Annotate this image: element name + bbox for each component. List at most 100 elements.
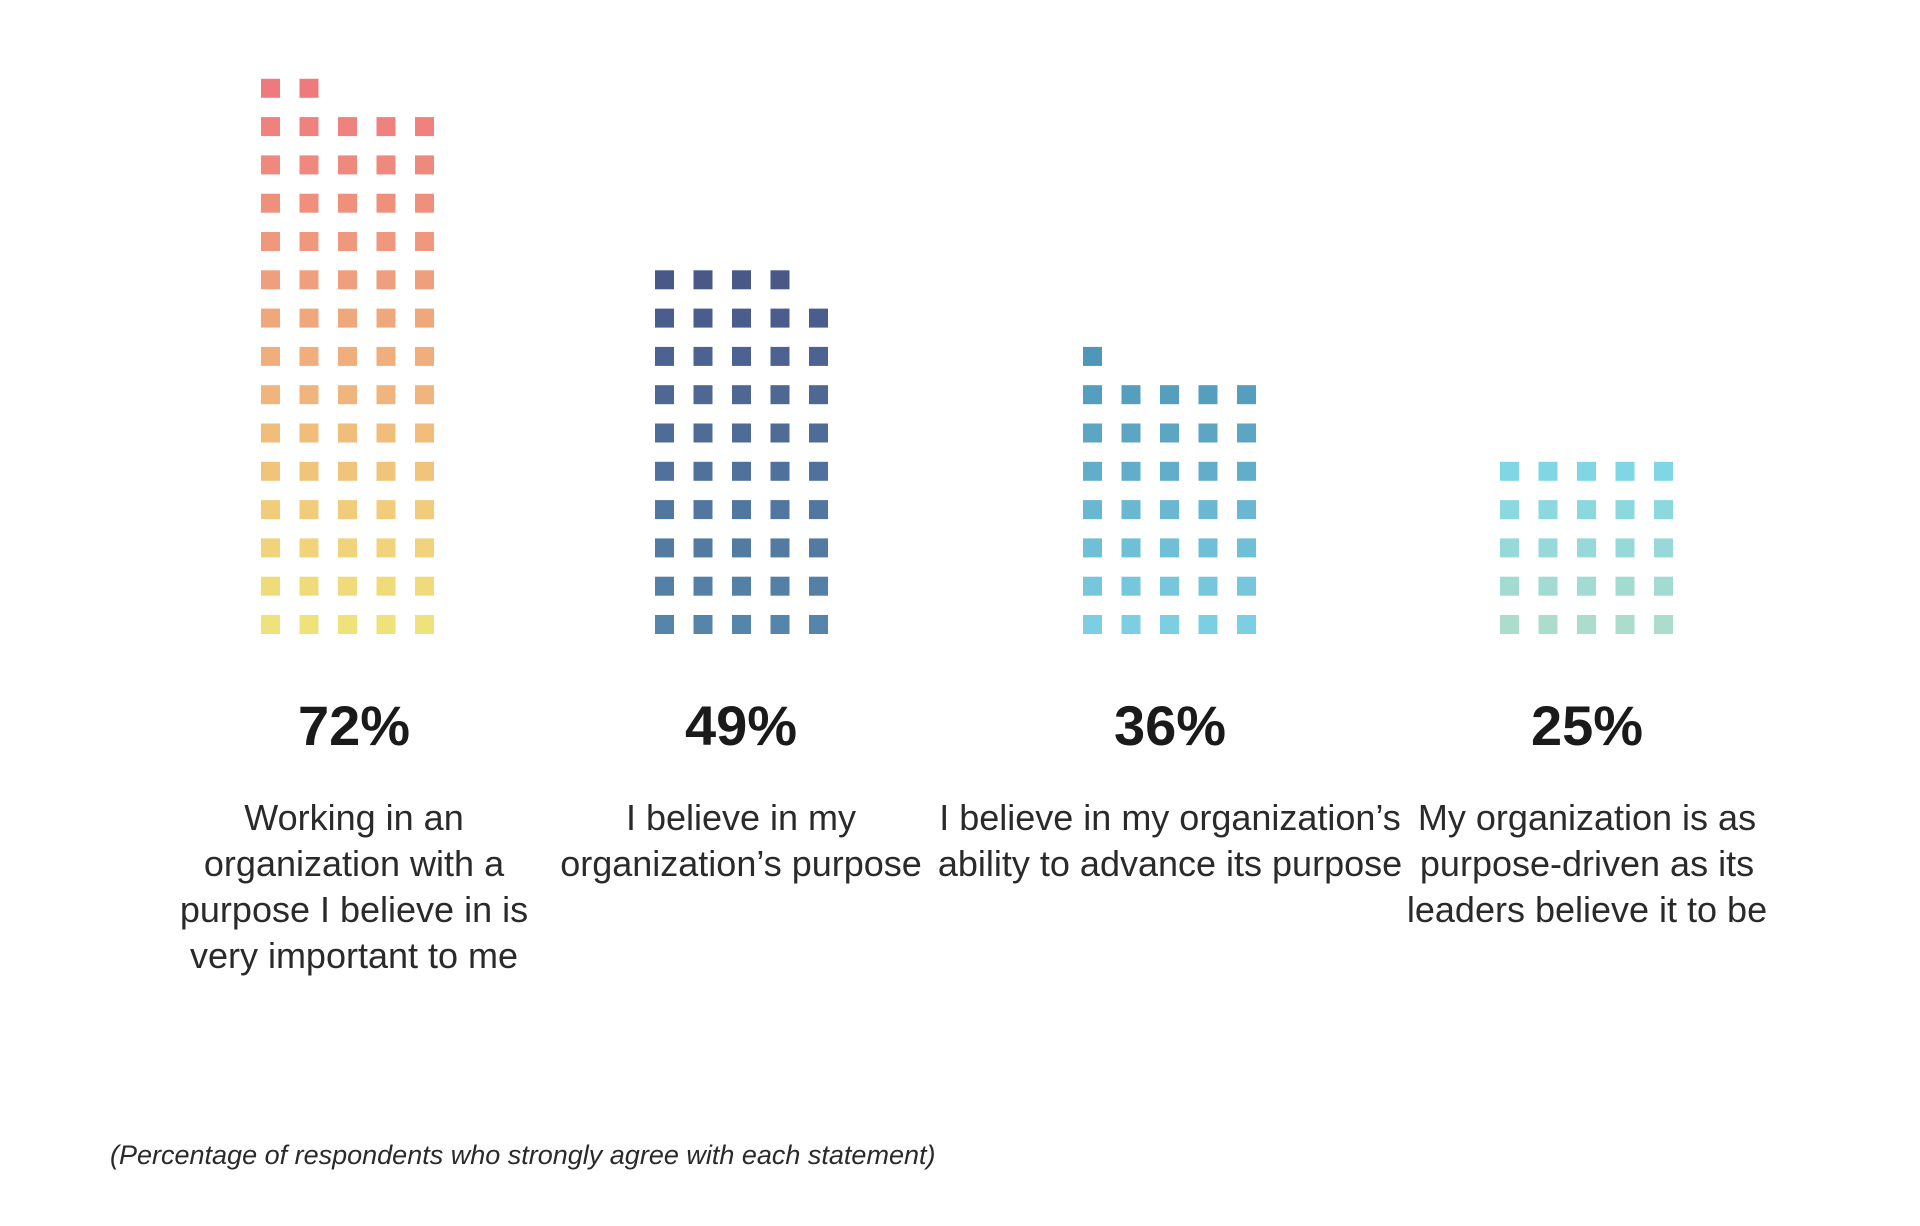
pictogram-square	[1160, 423, 1179, 443]
pictogram-square	[732, 461, 751, 481]
pictogram-square	[338, 308, 357, 328]
pictogram-square	[770, 538, 790, 558]
pictogram-square	[299, 461, 319, 481]
pictogram-square	[770, 346, 790, 366]
pictogram-square	[1654, 615, 1673, 634]
pictogram-square	[1198, 538, 1218, 558]
pictogram-square	[770, 270, 790, 290]
pictogram-square	[1160, 385, 1179, 405]
pictogram-square	[376, 538, 396, 558]
category-label-1-line-4: very important to me	[190, 935, 518, 976]
pictogram-square	[1121, 615, 1141, 634]
pictogram-square	[299, 270, 319, 290]
pictogram-square	[1198, 576, 1218, 596]
pictogram-square	[415, 615, 434, 634]
pictogram-square	[1500, 500, 1519, 520]
pictogram-group-3	[1083, 346, 1256, 634]
pictogram-square	[655, 346, 674, 366]
value-label-2: 49%	[685, 694, 797, 757]
pictogram-square	[1160, 576, 1179, 596]
pictogram-square	[299, 500, 319, 520]
pictogram-square	[1654, 576, 1673, 596]
pictogram-square	[338, 117, 357, 137]
pictogram-square	[1160, 615, 1179, 634]
pictogram-square	[1538, 461, 1558, 481]
pictogram-square	[1538, 500, 1558, 520]
pictogram-square	[655, 576, 674, 596]
pictogram-group-2	[655, 270, 828, 634]
pictogram-square	[261, 385, 280, 405]
pictogram-square	[1577, 576, 1596, 596]
pictogram-square	[376, 117, 396, 137]
pictogram-square	[299, 538, 319, 558]
pictogram-square	[809, 500, 828, 520]
pictogram-square	[693, 385, 713, 405]
pictogram-square	[693, 461, 713, 481]
pictogram-square	[1237, 423, 1256, 443]
pictogram-square	[1500, 538, 1519, 558]
pictogram-square	[732, 500, 751, 520]
pictogram-square	[299, 385, 319, 405]
pictogram-square	[809, 538, 828, 558]
pictogram-square	[1198, 385, 1218, 405]
pictogram-square	[809, 423, 828, 443]
pictogram-square	[261, 117, 280, 137]
category-label-2-line-2: organization’s purpose	[560, 843, 922, 884]
pictogram-square	[693, 270, 713, 290]
pictogram-square	[261, 193, 280, 213]
pictogram-square	[809, 615, 828, 634]
pictogram-square	[809, 308, 828, 328]
pictogram-square	[655, 538, 674, 558]
pictogram-square	[1500, 576, 1519, 596]
pictogram-square	[415, 423, 434, 443]
pictogram-square	[655, 385, 674, 405]
pictogram-square	[1121, 576, 1141, 596]
pictogram-square	[1500, 615, 1519, 634]
pictogram-square	[299, 117, 319, 137]
pictogram-square	[261, 461, 280, 481]
pictogram-square	[693, 538, 713, 558]
pictogram-squares	[261, 78, 1673, 634]
pictogram-square	[415, 308, 434, 328]
pictogram-square	[809, 576, 828, 596]
pictogram-square	[655, 270, 674, 290]
pictogram-square	[338, 385, 357, 405]
pictogram-square	[376, 423, 396, 443]
pictogram-square	[338, 155, 357, 175]
pictogram-square	[770, 308, 790, 328]
pictogram-square	[1083, 346, 1102, 366]
pictogram-square	[376, 232, 396, 251]
pictogram-square	[732, 538, 751, 558]
pictogram-square	[376, 461, 396, 481]
category-label-4-line-3: leaders believe it to be	[1407, 889, 1767, 930]
pictogram-square	[338, 346, 357, 366]
pictogram-square	[770, 500, 790, 520]
category-label-1-line-2: organization with a	[204, 843, 505, 884]
footnote: (Percentage of respondents who strongly …	[110, 1140, 935, 1170]
pictogram-square	[1198, 461, 1218, 481]
pictogram-square	[732, 270, 751, 290]
pictogram-square	[415, 155, 434, 175]
pictogram-square	[1615, 576, 1635, 596]
pictogram-square	[376, 576, 396, 596]
pictogram-square	[1538, 615, 1558, 634]
pictogram-square	[1237, 385, 1256, 405]
pictogram-square	[1615, 500, 1635, 520]
pictogram-square	[1500, 461, 1519, 481]
pictogram-square	[732, 308, 751, 328]
pictogram-square	[376, 615, 396, 634]
pictogram-square	[1083, 423, 1102, 443]
category-label-4: My organization is as purpose-driven as …	[1407, 797, 1767, 930]
pictogram-square	[1538, 576, 1558, 596]
category-label-3-line-2: ability to advance its purpose	[938, 843, 1402, 884]
category-label-2: I believe in my organization’s purpose	[560, 797, 922, 884]
pictogram-square	[732, 423, 751, 443]
pictogram-square	[338, 193, 357, 213]
pictogram-square	[693, 500, 713, 520]
pictogram-square	[338, 270, 357, 290]
pictogram-square	[415, 500, 434, 520]
pictogram-square	[732, 615, 751, 634]
pictogram-square	[415, 232, 434, 251]
category-label-4-line-1: My organization is as	[1418, 797, 1756, 838]
